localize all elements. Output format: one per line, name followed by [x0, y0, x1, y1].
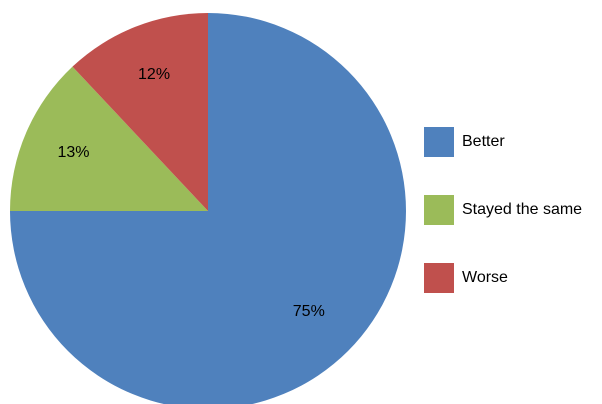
legend: Better Stayed the same Worse — [424, 127, 582, 293]
pie-slices — [10, 13, 406, 404]
slice-label-stayed-the-same: 13% — [58, 144, 90, 161]
legend-item-worse: Worse — [424, 263, 508, 293]
slice-label-better: 75% — [293, 303, 325, 320]
pie-slice-worse — [72, 13, 208, 211]
pie-slice-stayed-the-same — [10, 66, 208, 211]
slice-label-worse: 12% — [138, 66, 170, 83]
legend-item-stayed-the-same: Stayed the same — [424, 195, 582, 225]
pie-slice-labels: 75% 13% 12% — [58, 66, 325, 320]
legend-swatch-better — [424, 127, 454, 157]
legend-label-better: Better — [462, 133, 505, 150]
legend-swatch-worse — [424, 263, 454, 293]
legend-item-better: Better — [424, 127, 505, 157]
legend-label-worse: Worse — [462, 269, 508, 286]
legend-swatch-stayed-the-same — [424, 195, 454, 225]
legend-label-stayed-the-same: Stayed the same — [462, 201, 582, 218]
pie-slice-better — [10, 13, 406, 404]
